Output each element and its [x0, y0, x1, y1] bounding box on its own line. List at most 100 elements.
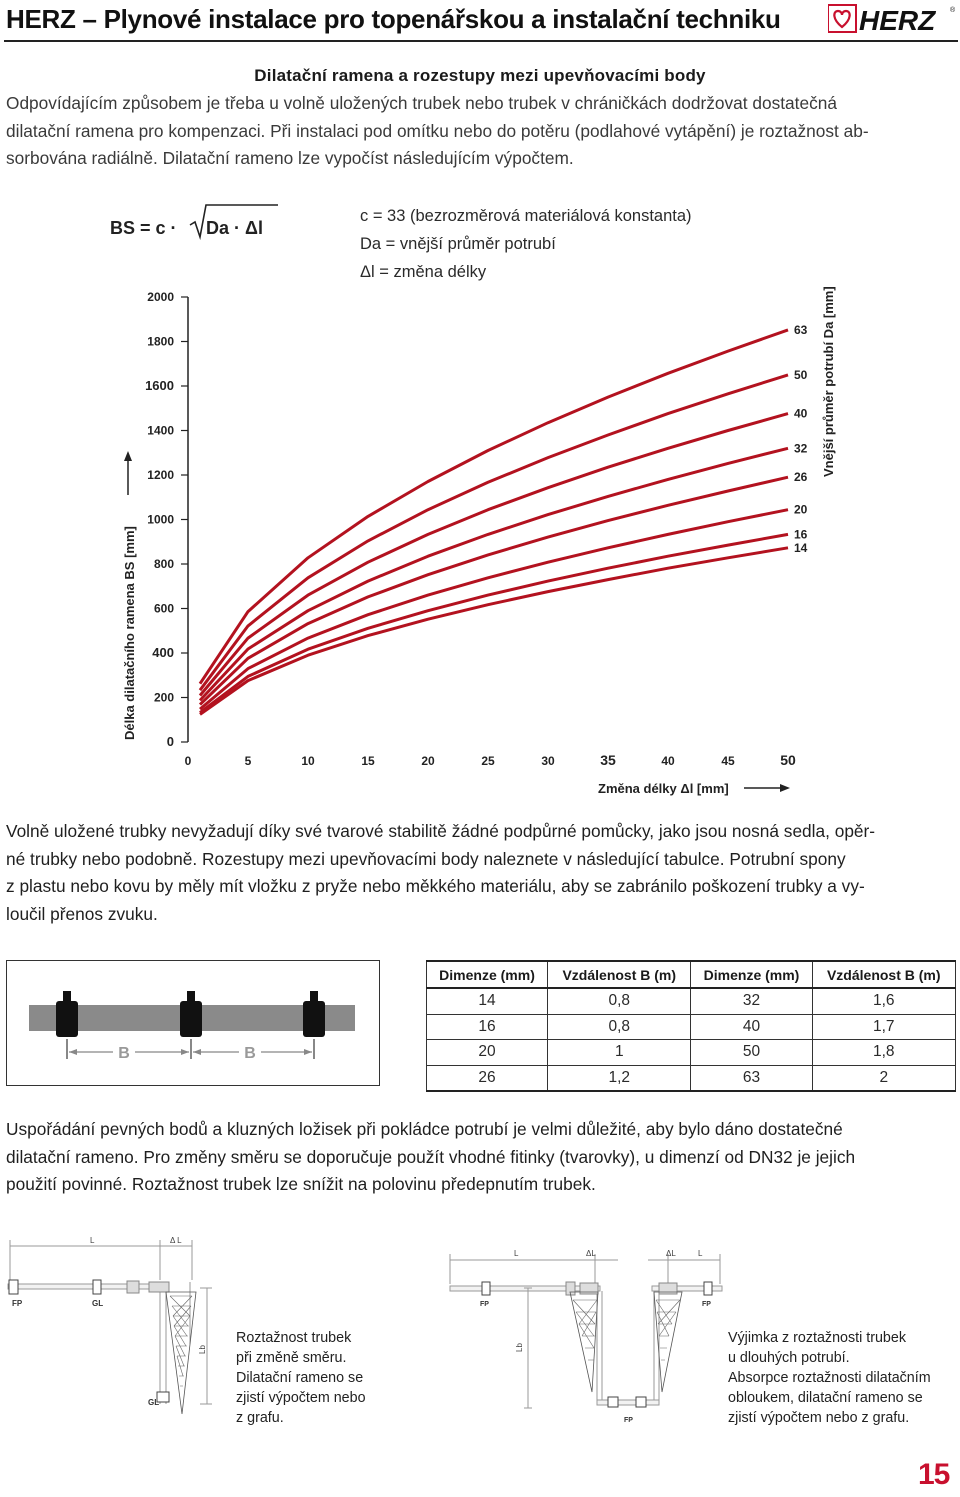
series-line-32 [198, 446, 789, 702]
table-cell: 0,8 [547, 1014, 692, 1040]
y-tick-label: 400 [152, 645, 174, 660]
x-tick-label: 5 [245, 754, 252, 768]
logo-text: HERZ [859, 5, 936, 35]
label-delta-l: ΔL [586, 1249, 596, 1258]
label-l: L [698, 1249, 703, 1258]
label-gl: GL [148, 1398, 159, 1407]
series-line-40 [198, 412, 789, 697]
caption-line: u dlouhých potrubí. [728, 1350, 850, 1366]
distance-label-b: B [244, 1045, 256, 1062]
body3-line: dilatační rameno. Pro změny směru se dop… [6, 1146, 856, 1167]
x-tick-label: 25 [481, 754, 495, 768]
y-tick-label: 1800 [147, 335, 174, 349]
y-arrow-head [124, 451, 132, 461]
intro-line: sorbována radiálně. Dilatační rameno lze… [6, 148, 574, 168]
expansion-zone [165, 1291, 197, 1415]
table-cell: 1 [547, 1039, 692, 1066]
spacing-table: Dimenze (mm) Vzdálenost B (m) Dimenze (m… [425, 960, 957, 1092]
svg-text:®: ® [950, 6, 956, 14]
series-line-14 [199, 546, 789, 716]
table-cell: 50 [690, 1039, 813, 1066]
col-header: Vzdálenost B (m) [811, 960, 957, 989]
table-header-row: Dimenze (mm) Vzdálenost B (m) Dimenze (m… [425, 960, 957, 989]
body-paragraph-2: Volně uložené trubky nevyžadují díky své… [6, 818, 956, 928]
clamp [56, 991, 78, 1059]
table-row: 20 1 50 1,8 [425, 1039, 957, 1066]
x-tick-label: 10 [301, 754, 315, 768]
legend-title: Vnější průměr potrubí Da [mm] [821, 286, 836, 477]
series-label: 32 [794, 441, 808, 455]
herz-logo: HERZ ® [828, 4, 956, 35]
col-header: Dimenze (mm) [690, 960, 813, 989]
series-label: 26 [794, 470, 808, 484]
series-label: 16 [794, 527, 808, 541]
x-arrow-head [780, 784, 790, 792]
table-cell: 2 [811, 1065, 957, 1092]
clamp [180, 991, 202, 1059]
body-paragraph-3: Uspořádání pevných bodů a kluzných ložis… [6, 1116, 956, 1199]
caption-line: zjistí výpočtem nebo [236, 1390, 366, 1406]
caption-right: Výjimka z roztažnosti trubek u dlouhých … [728, 1328, 931, 1428]
caption-line: obloukem, dilatační rameno se [728, 1390, 923, 1406]
table-cell: 20 [425, 1039, 549, 1066]
table-cell: 1,2 [547, 1065, 692, 1092]
label-fp: FP [12, 1299, 23, 1308]
y-tick-label: 600 [154, 602, 174, 616]
y-ticks: 0 200 400 600 800 1000 1200 1400 1600 1800 2000 [145, 290, 188, 749]
distance-label-b: B [118, 1045, 130, 1062]
sliding-bearing [92, 1279, 102, 1295]
series-line-16 [199, 532, 789, 714]
x-ticks: 0 5 10 15 20 25 30 35 40 45 50 [185, 752, 796, 768]
label-delta-l: Δ L [170, 1236, 182, 1245]
table-cell: 14 [425, 988, 549, 1015]
formula-legend-da: Da = vnější průměr potrubí [360, 235, 556, 253]
x-tick-label: 45 [721, 754, 735, 768]
y-tick-label: 2000 [147, 290, 174, 304]
y-axis-label: Délka dilatačního ramena BS [mm] [122, 526, 137, 740]
direction-change-diagram: L Δ L FP GL GL Lb [7, 1236, 212, 1415]
x-axis-label: Změna délky Δl [mm] [598, 781, 729, 796]
formula-legend-c: c = 33 (bezrozměrová materiálová konstan… [360, 207, 692, 225]
col-header: Dimenze (mm) [425, 960, 549, 989]
header-rule [4, 40, 958, 42]
series-label: 50 [794, 368, 808, 382]
x-tick-label: 35 [600, 752, 616, 768]
intro-paragraph: Odpovídajícím způsobem je třeba u volně … [6, 90, 956, 173]
caption-line: Roztažnost trubek [236, 1330, 352, 1346]
table-cell: 0,8 [547, 988, 692, 1015]
series-label: 20 [794, 503, 808, 517]
series-label: 40 [794, 407, 808, 421]
table-row: 16 0,8 40 1,7 [425, 1014, 957, 1040]
body2-line: loučil přenos zvuku. [6, 903, 158, 924]
series-label: 63 [794, 323, 808, 337]
col-header: Vzdálenost B (m) [547, 960, 692, 989]
y-tick-label: 800 [154, 557, 174, 571]
caption-line: Výjimka z roztažnosti trubek [728, 1330, 906, 1346]
label-l: L [514, 1249, 519, 1258]
caption-line: Dilatační rameno se [236, 1370, 364, 1386]
label-l: L [90, 1236, 95, 1245]
table-cell: 1,8 [811, 1039, 957, 1066]
label-lb: Lb [198, 1345, 207, 1354]
expansion-chart: BS = c · Da · Δl c = 33 (bezrozměrová ma… [110, 204, 836, 796]
table-row: 14 0,8 32 1,6 [425, 988, 957, 1015]
sqrt-sign [189, 204, 278, 241]
x-tick-label: 30 [541, 754, 555, 768]
curves [198, 328, 789, 716]
caption-left: Roztažnost trubek při změně směru. Dilat… [236, 1328, 366, 1428]
series-line-63 [198, 328, 789, 685]
pipe-support-drawing: B B [29, 991, 355, 1062]
y-tick-label: 1400 [147, 424, 174, 438]
label-lb: Lb [515, 1343, 524, 1352]
y-tick-label: 1000 [147, 513, 174, 527]
formula-legend-dl: Δl = změna délky [360, 263, 487, 281]
formula-lhs: BS = c · [110, 218, 177, 238]
series-line-50 [198, 373, 789, 692]
caption-line: z grafu. [236, 1410, 284, 1426]
table-cell: 16 [425, 1014, 549, 1040]
series-label: 14 [794, 541, 808, 555]
intro-line: Odpovídajícím způsobem je třeba u volně … [6, 93, 837, 113]
y-tick-label: 200 [154, 691, 174, 705]
table-cell: 63 [690, 1065, 813, 1092]
